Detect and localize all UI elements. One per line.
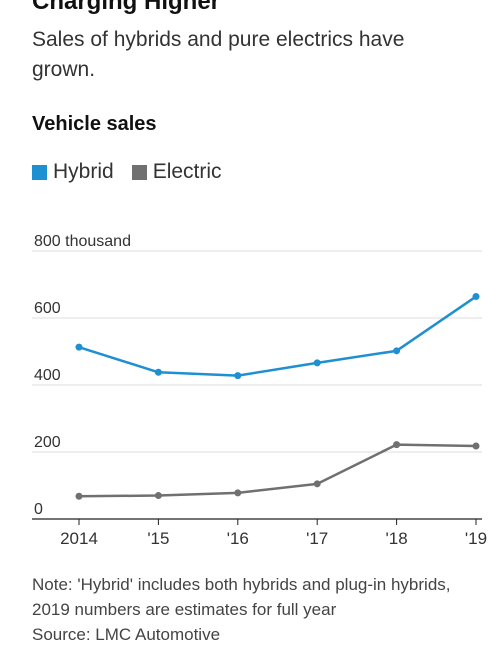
data-point-hybrid xyxy=(313,359,321,367)
legend-item-hybrid: Hybrid xyxy=(32,160,114,184)
data-point-hybrid xyxy=(154,368,162,376)
x-tick-label: 2014 xyxy=(60,529,98,548)
data-point-hybrid xyxy=(234,372,242,380)
note-text: Note: 'Hybrid' includes both hybrids and… xyxy=(32,575,451,619)
chart-title: Charging Higher xyxy=(32,0,221,15)
data-point-hybrid xyxy=(472,293,480,301)
data-point-electric xyxy=(75,492,83,500)
x-tick-label: '19 xyxy=(465,529,487,548)
data-point-electric xyxy=(472,442,480,450)
legend-label-hybrid: Hybrid xyxy=(53,160,114,183)
x-tick-label: '17 xyxy=(306,529,328,548)
data-point-electric xyxy=(154,492,162,500)
y-tick-label: 400 xyxy=(34,367,61,384)
data-point-hybrid xyxy=(393,347,401,355)
data-point-electric xyxy=(313,480,321,488)
legend: Hybrid Electric xyxy=(32,160,240,184)
x-tick-label: '18 xyxy=(386,529,408,548)
line-chart: 0 200 400 600 800 thousand 2014 '15 '16 '17 '18 '1… xyxy=(32,233,487,548)
source-text: Source: LMC Automotive xyxy=(32,625,221,644)
chart-subtitle: Sales of hybrids and pure electrics have… xyxy=(32,28,405,81)
y-tick-label: 600 xyxy=(34,300,61,317)
x-tick-label: '15 xyxy=(147,529,169,548)
data-point-electric xyxy=(234,489,242,497)
series-line-electric xyxy=(78,443,477,498)
section-title: Vehicle sales xyxy=(32,113,157,135)
legend-swatch-electric xyxy=(131,164,147,180)
legend-swatch-hybrid xyxy=(32,164,47,180)
y-tick-label: 0 xyxy=(34,501,43,518)
x-tick-label: '16 xyxy=(227,529,249,548)
legend-item-electric: Electric xyxy=(131,160,222,184)
data-point-electric xyxy=(393,441,401,449)
chart-note: Note: 'Hybrid' includes both hybrids and… xyxy=(32,572,472,647)
legend-label-electric: Electric xyxy=(152,160,222,183)
y-tick-label: 800 thousand xyxy=(34,233,131,250)
y-tick-label: 200 xyxy=(34,434,61,451)
series-line-hybrid xyxy=(78,295,477,377)
data-point-hybrid xyxy=(75,343,83,351)
